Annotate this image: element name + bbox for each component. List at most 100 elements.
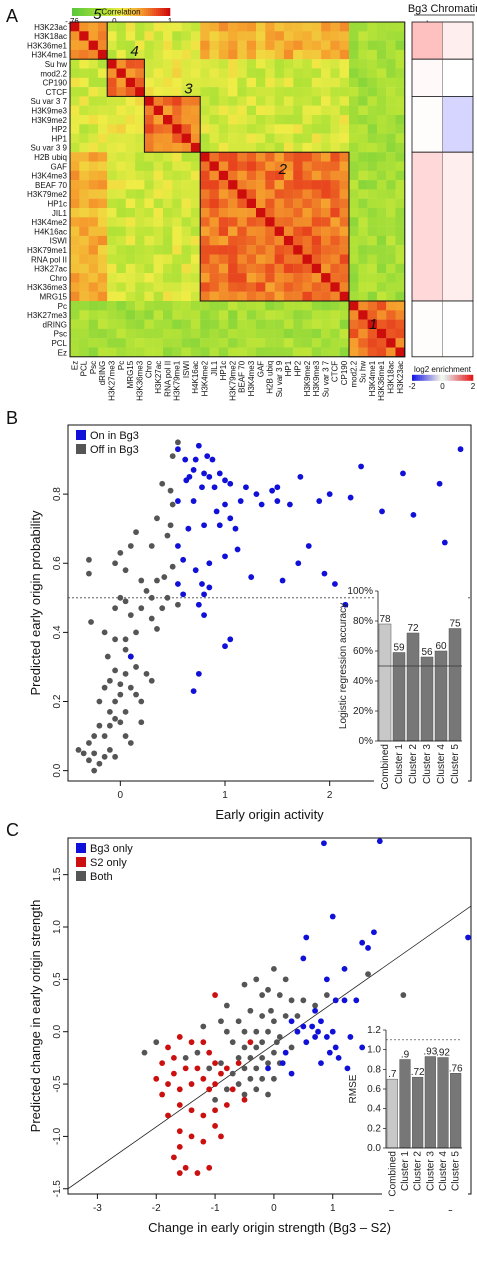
heatmap-cell [339,273,350,283]
heatmap-cell [116,180,126,190]
heatmap-cell [70,22,80,32]
heatmap-cell [237,124,247,134]
heatmap-cell [116,263,126,274]
data-point [206,473,213,480]
heatmap-cell [293,208,303,218]
data-point [112,753,119,760]
heatmap-cell [339,310,350,320]
heatmap-cell [395,189,405,199]
data-point [199,484,205,491]
row-label: H3K27ac [34,265,67,274]
heatmap-cell [200,77,210,88]
data-point [209,456,216,463]
heatmap-cell [283,291,294,302]
row-label: Pc [58,302,67,311]
heatmap-cell [116,328,126,339]
inset-y-tick-label: 0.2 [367,1123,381,1134]
heatmap-cell [200,226,210,237]
heatmap-cell [79,273,89,283]
heatmap-cell [172,22,182,32]
heatmap-cell [367,235,378,246]
heatmap-cell [339,338,350,348]
heatmap-cell [321,338,331,348]
heatmap-cell [218,347,229,357]
heatmap-cell [283,245,294,255]
heatmap-cell [200,217,210,227]
data-point [287,501,293,508]
heatmap-cell [135,31,145,41]
inset-bar [420,656,434,742]
enrichment-cell [412,301,443,357]
heatmap-cell [209,217,219,227]
heatmap-cell [153,142,164,153]
heatmap-cell [256,282,266,292]
data-point [91,733,98,739]
data-point [305,543,312,549]
heatmap-cell [302,59,312,69]
data-point [295,560,302,567]
heatmap-cell [256,310,266,320]
colorbar-swatch [134,8,137,16]
heatmap-cell [228,124,238,134]
heatmap-cell [265,152,275,162]
heatmap-cell [293,105,303,116]
heatmap-cell [321,217,331,227]
heatmap-cell [358,254,368,264]
heatmap-cell [190,152,201,162]
heatmap-cell [321,105,331,116]
heatmap-cell [293,49,303,60]
heatmap-cell [135,22,145,32]
heatmap-cell [321,22,331,32]
heatmap-cell [293,319,303,330]
heatmap-cell [311,49,322,60]
heatmap-cell [237,254,247,264]
heatmap-cell [153,328,164,339]
heatmap-cell [135,77,145,88]
heatmap-cell [209,31,219,41]
data-point [195,601,202,608]
heatmap-cell [246,161,257,171]
column-label: H3K4me1 [368,360,377,396]
heatmap-cell [376,105,387,116]
data-point [241,1091,248,1098]
heatmap-cell [107,152,117,162]
heatmap-cell [218,263,229,274]
data-point [271,965,277,972]
heatmap-cell [367,133,378,144]
heatmap-cell [200,263,210,274]
heatmap-cell [256,263,266,274]
data-point [206,584,213,591]
heatmap-cell [144,96,154,106]
heatmap-cell [135,105,145,116]
heatmap-cell [228,282,238,292]
heatmap-cell [395,77,405,88]
heatmap-cell [88,115,99,125]
data-point [188,1039,195,1046]
heatmap-cell [88,22,99,32]
data-point [182,1164,189,1171]
heatmap-cell [88,133,99,144]
row-label: GAF [51,162,68,171]
colorbar-swatch [74,8,77,16]
heatmap-cell [246,31,257,41]
heatmap-cell [256,254,266,264]
heatmap-cell [321,68,331,78]
data-point [465,934,471,941]
heatmap-cell [349,115,359,125]
heatmap-cells [70,22,405,357]
heatmap-cell [395,22,405,32]
inset-bar-value: 59 [393,643,405,654]
data-point [170,1054,177,1061]
legend-swatch [76,444,86,454]
data-point [122,567,129,574]
heatmap-cell [190,115,201,125]
heatmap-cell [237,180,247,190]
heatmap-cell [144,263,154,274]
inset-bar-value: .9 [401,1050,410,1061]
heatmap-cell [163,115,173,125]
heatmap-cell [321,235,331,246]
heatmap-cell [228,31,238,41]
heatmap-cell [125,208,136,218]
heatmap-cell [311,245,322,255]
heatmap-cell [293,59,303,69]
